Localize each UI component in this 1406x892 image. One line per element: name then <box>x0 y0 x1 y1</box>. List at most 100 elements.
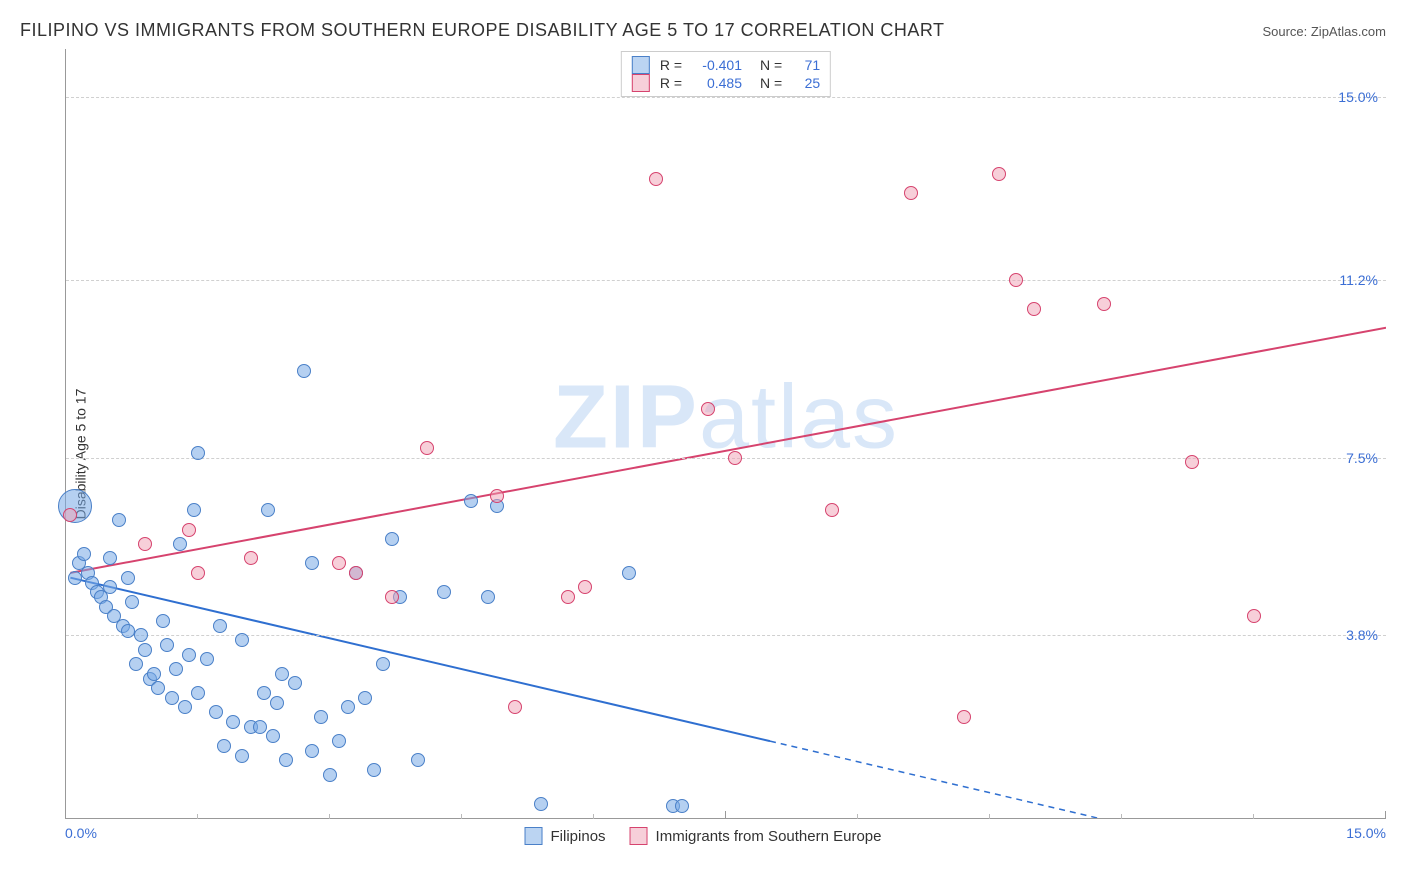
data-point-blue <box>68 571 82 585</box>
data-point-blue <box>332 734 346 748</box>
data-point-pink <box>490 489 504 503</box>
x-tick-label: 15.0% <box>1346 825 1386 841</box>
source-label: Source: ZipAtlas.com <box>1262 24 1386 39</box>
data-point-blue <box>77 547 91 561</box>
data-point-blue <box>165 691 179 705</box>
data-point-blue <box>235 633 249 647</box>
data-point-blue <box>226 715 240 729</box>
data-point-blue <box>156 614 170 628</box>
plot-area: ZIPatlas R =-0.401N =71R =0.485N =25 3.8… <box>65 49 1386 819</box>
legend-swatch-blue <box>632 56 650 74</box>
data-point-pink <box>578 580 592 594</box>
data-point-pink <box>385 590 399 604</box>
correlation-row: R =0.485N =25 <box>632 74 820 92</box>
data-point-pink <box>1009 273 1023 287</box>
data-point-pink <box>138 537 152 551</box>
data-point-pink <box>1185 455 1199 469</box>
data-point-blue <box>358 691 372 705</box>
data-point-pink <box>1097 297 1111 311</box>
data-point-pink <box>182 523 196 537</box>
x-tick-minor <box>1121 814 1122 819</box>
data-point-blue <box>217 739 231 753</box>
data-point-blue <box>138 643 152 657</box>
data-point-pink <box>244 551 258 565</box>
gridline <box>66 97 1386 98</box>
correlation-row: R =-0.401N =71 <box>632 56 820 74</box>
data-point-blue <box>103 551 117 565</box>
data-point-blue <box>305 556 319 570</box>
data-point-blue <box>266 729 280 743</box>
data-point-blue <box>121 571 135 585</box>
data-point-blue <box>275 667 289 681</box>
legend-item: Immigrants from Southern Europe <box>630 827 882 845</box>
x-tick-major <box>1385 811 1386 819</box>
data-point-blue <box>376 657 390 671</box>
data-point-pink <box>349 566 363 580</box>
data-point-blue <box>103 580 117 594</box>
data-point-blue <box>481 590 495 604</box>
y-tick-label: 3.8% <box>1346 627 1378 643</box>
data-point-blue <box>323 768 337 782</box>
trendlines <box>66 49 1386 818</box>
data-point-blue <box>437 585 451 599</box>
data-point-blue <box>314 710 328 724</box>
y-tick-label: 15.0% <box>1338 89 1378 105</box>
data-point-blue <box>147 667 161 681</box>
data-point-pink <box>420 441 434 455</box>
chart-container: Disability Age 5 to 17 ZIPatlas R =-0.40… <box>20 49 1386 859</box>
data-point-pink <box>957 710 971 724</box>
data-point-blue <box>182 648 196 662</box>
data-point-blue <box>129 657 143 671</box>
data-point-blue <box>341 700 355 714</box>
data-point-blue <box>191 686 205 700</box>
data-point-blue <box>288 676 302 690</box>
data-point-blue <box>261 503 275 517</box>
data-point-blue <box>385 532 399 546</box>
data-point-blue <box>411 753 425 767</box>
data-point-blue <box>169 662 183 676</box>
data-point-blue <box>305 744 319 758</box>
data-point-blue <box>622 566 636 580</box>
data-point-pink <box>63 508 77 522</box>
data-point-blue <box>134 628 148 642</box>
data-point-blue <box>279 753 293 767</box>
x-tick-minor <box>461 814 462 819</box>
data-point-blue <box>367 763 381 777</box>
data-point-blue <box>209 705 223 719</box>
x-tick-minor <box>593 814 594 819</box>
x-tick-minor <box>857 814 858 819</box>
data-point-blue <box>178 700 192 714</box>
data-point-blue <box>257 686 271 700</box>
y-tick-label: 7.5% <box>1346 450 1378 466</box>
data-point-pink <box>701 402 715 416</box>
data-point-blue <box>270 696 284 710</box>
data-point-blue <box>160 638 174 652</box>
data-point-pink <box>904 186 918 200</box>
data-point-blue <box>235 749 249 763</box>
data-point-pink <box>992 167 1006 181</box>
chart-title: FILIPINO VS IMMIGRANTS FROM SOUTHERN EUR… <box>20 20 945 41</box>
data-point-pink <box>649 172 663 186</box>
source-link[interactable]: ZipAtlas.com <box>1311 24 1386 39</box>
x-tick-label: 0.0% <box>65 825 97 841</box>
correlation-legend: R =-0.401N =71R =0.485N =25 <box>621 51 831 97</box>
data-point-blue <box>213 619 227 633</box>
data-point-pink <box>728 451 742 465</box>
data-point-pink <box>1027 302 1041 316</box>
data-point-blue <box>191 446 205 460</box>
data-point-blue <box>151 681 165 695</box>
data-point-blue <box>173 537 187 551</box>
data-point-pink <box>825 503 839 517</box>
data-point-blue <box>464 494 478 508</box>
data-point-pink <box>191 566 205 580</box>
watermark: ZIPatlas <box>553 367 899 470</box>
data-point-blue <box>112 513 126 527</box>
data-point-blue <box>121 624 135 638</box>
data-point-pink <box>508 700 522 714</box>
data-point-blue <box>187 503 201 517</box>
x-tick-minor <box>197 814 198 819</box>
legend-swatch-pink <box>632 74 650 92</box>
gridline <box>66 280 1386 281</box>
series-legend: FilipinosImmigrants from Southern Europe <box>525 827 882 845</box>
data-point-blue <box>297 364 311 378</box>
